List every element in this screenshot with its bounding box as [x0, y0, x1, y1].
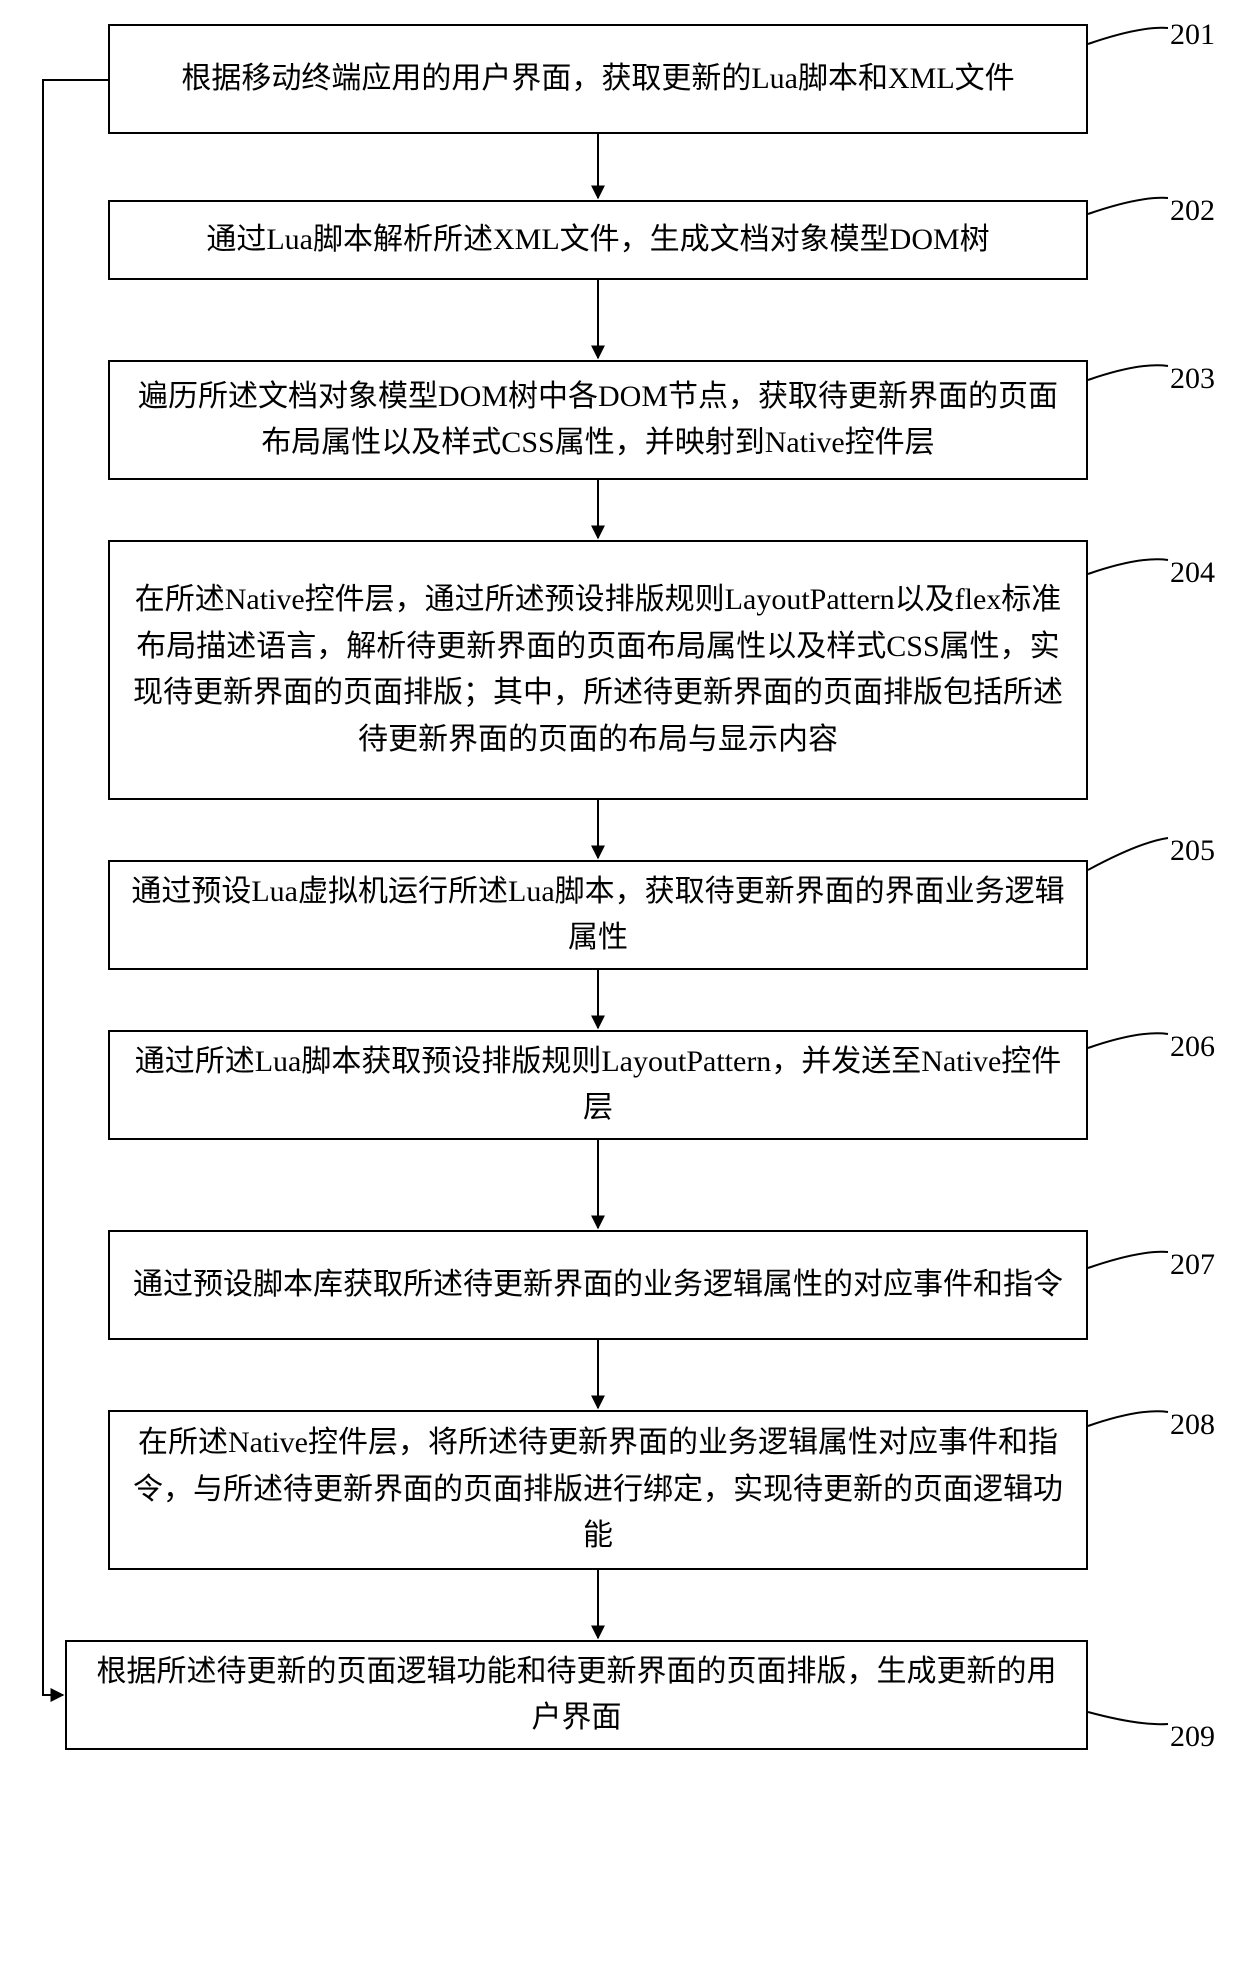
step-box-209: 根据所述待更新的页面逻辑功能和待更新界面的页面排版，生成更新的用户界面 [65, 1640, 1088, 1750]
step-text: 通过预设脚本库获取所述待更新界面的业务逻辑属性的对应事件和指令 [133, 1262, 1063, 1309]
step-box-204: 在所述Native控件层，通过所述预设排版规则LayoutPattern以及fl… [108, 540, 1088, 800]
step-box-208: 在所述Native控件层，将所述待更新界面的业务逻辑属性对应事件和指令，与所述待… [108, 1410, 1088, 1570]
step-label-206: 206 [1170, 1030, 1215, 1064]
step-label-209: 209 [1170, 1720, 1215, 1754]
step-box-201: 根据移动终端应用的用户界面，获取更新的Lua脚本和XML文件 [108, 24, 1088, 134]
step-text: 通过所述Lua脚本获取预设排版规则LayoutPattern，并发送至Nativ… [130, 1039, 1066, 1132]
step-text: 遍历所述文档对象模型DOM树中各DOM节点，获取待更新界面的页面布局属性以及样式… [130, 374, 1066, 467]
label-leader-203 [1088, 365, 1168, 380]
flowchart-canvas: 根据移动终端应用的用户界面，获取更新的Lua脚本和XML文件 201 通过Lua脚本… [0, 0, 1240, 1985]
step-box-202: 通过Lua脚本解析所述XML文件，生成文档对象模型DOM树 [108, 200, 1088, 280]
step-label-201: 201 [1170, 18, 1215, 52]
label-leader-202 [1088, 198, 1168, 214]
step-label-202: 202 [1170, 194, 1215, 228]
step-box-203: 遍历所述文档对象模型DOM树中各DOM节点，获取待更新界面的页面布局属性以及样式… [108, 360, 1088, 480]
step-label-207: 207 [1170, 1248, 1215, 1282]
label-leader-206 [1088, 1033, 1168, 1048]
step-box-205: 通过预设Lua虚拟机运行所述Lua脚本，获取待更新界面的界面业务逻辑属性 [108, 860, 1088, 970]
label-leader-204 [1088, 559, 1168, 574]
label-leader-209 [1088, 1712, 1168, 1724]
label-leader-201 [1088, 28, 1168, 44]
step-text: 通过预设Lua虚拟机运行所述Lua脚本，获取待更新界面的界面业务逻辑属性 [130, 869, 1066, 962]
label-leader-208 [1088, 1411, 1168, 1426]
step-label-203: 203 [1170, 362, 1215, 396]
side-connector [43, 80, 108, 1695]
step-text: 通过Lua脚本解析所述XML文件，生成文档对象模型DOM树 [206, 217, 989, 264]
step-text: 在所述Native控件层，通过所述预设排版规则LayoutPattern以及fl… [130, 577, 1066, 763]
step-box-207: 通过预设脚本库获取所述待更新界面的业务逻辑属性的对应事件和指令 [108, 1230, 1088, 1340]
step-text: 在所述Native控件层，将所述待更新界面的业务逻辑属性对应事件和指令，与所述待… [130, 1420, 1066, 1560]
step-text: 根据移动终端应用的用户界面，获取更新的Lua脚本和XML文件 [181, 56, 1014, 103]
step-label-204: 204 [1170, 556, 1215, 590]
step-label-208: 208 [1170, 1408, 1215, 1442]
step-label-205: 205 [1170, 834, 1215, 868]
step-text: 根据所述待更新的页面逻辑功能和待更新界面的页面排版，生成更新的用户界面 [87, 1649, 1066, 1742]
step-box-206: 通过所述Lua脚本获取预设排版规则LayoutPattern，并发送至Nativ… [108, 1030, 1088, 1140]
label-leader-205 [1088, 838, 1168, 870]
label-leader-207 [1088, 1252, 1168, 1268]
